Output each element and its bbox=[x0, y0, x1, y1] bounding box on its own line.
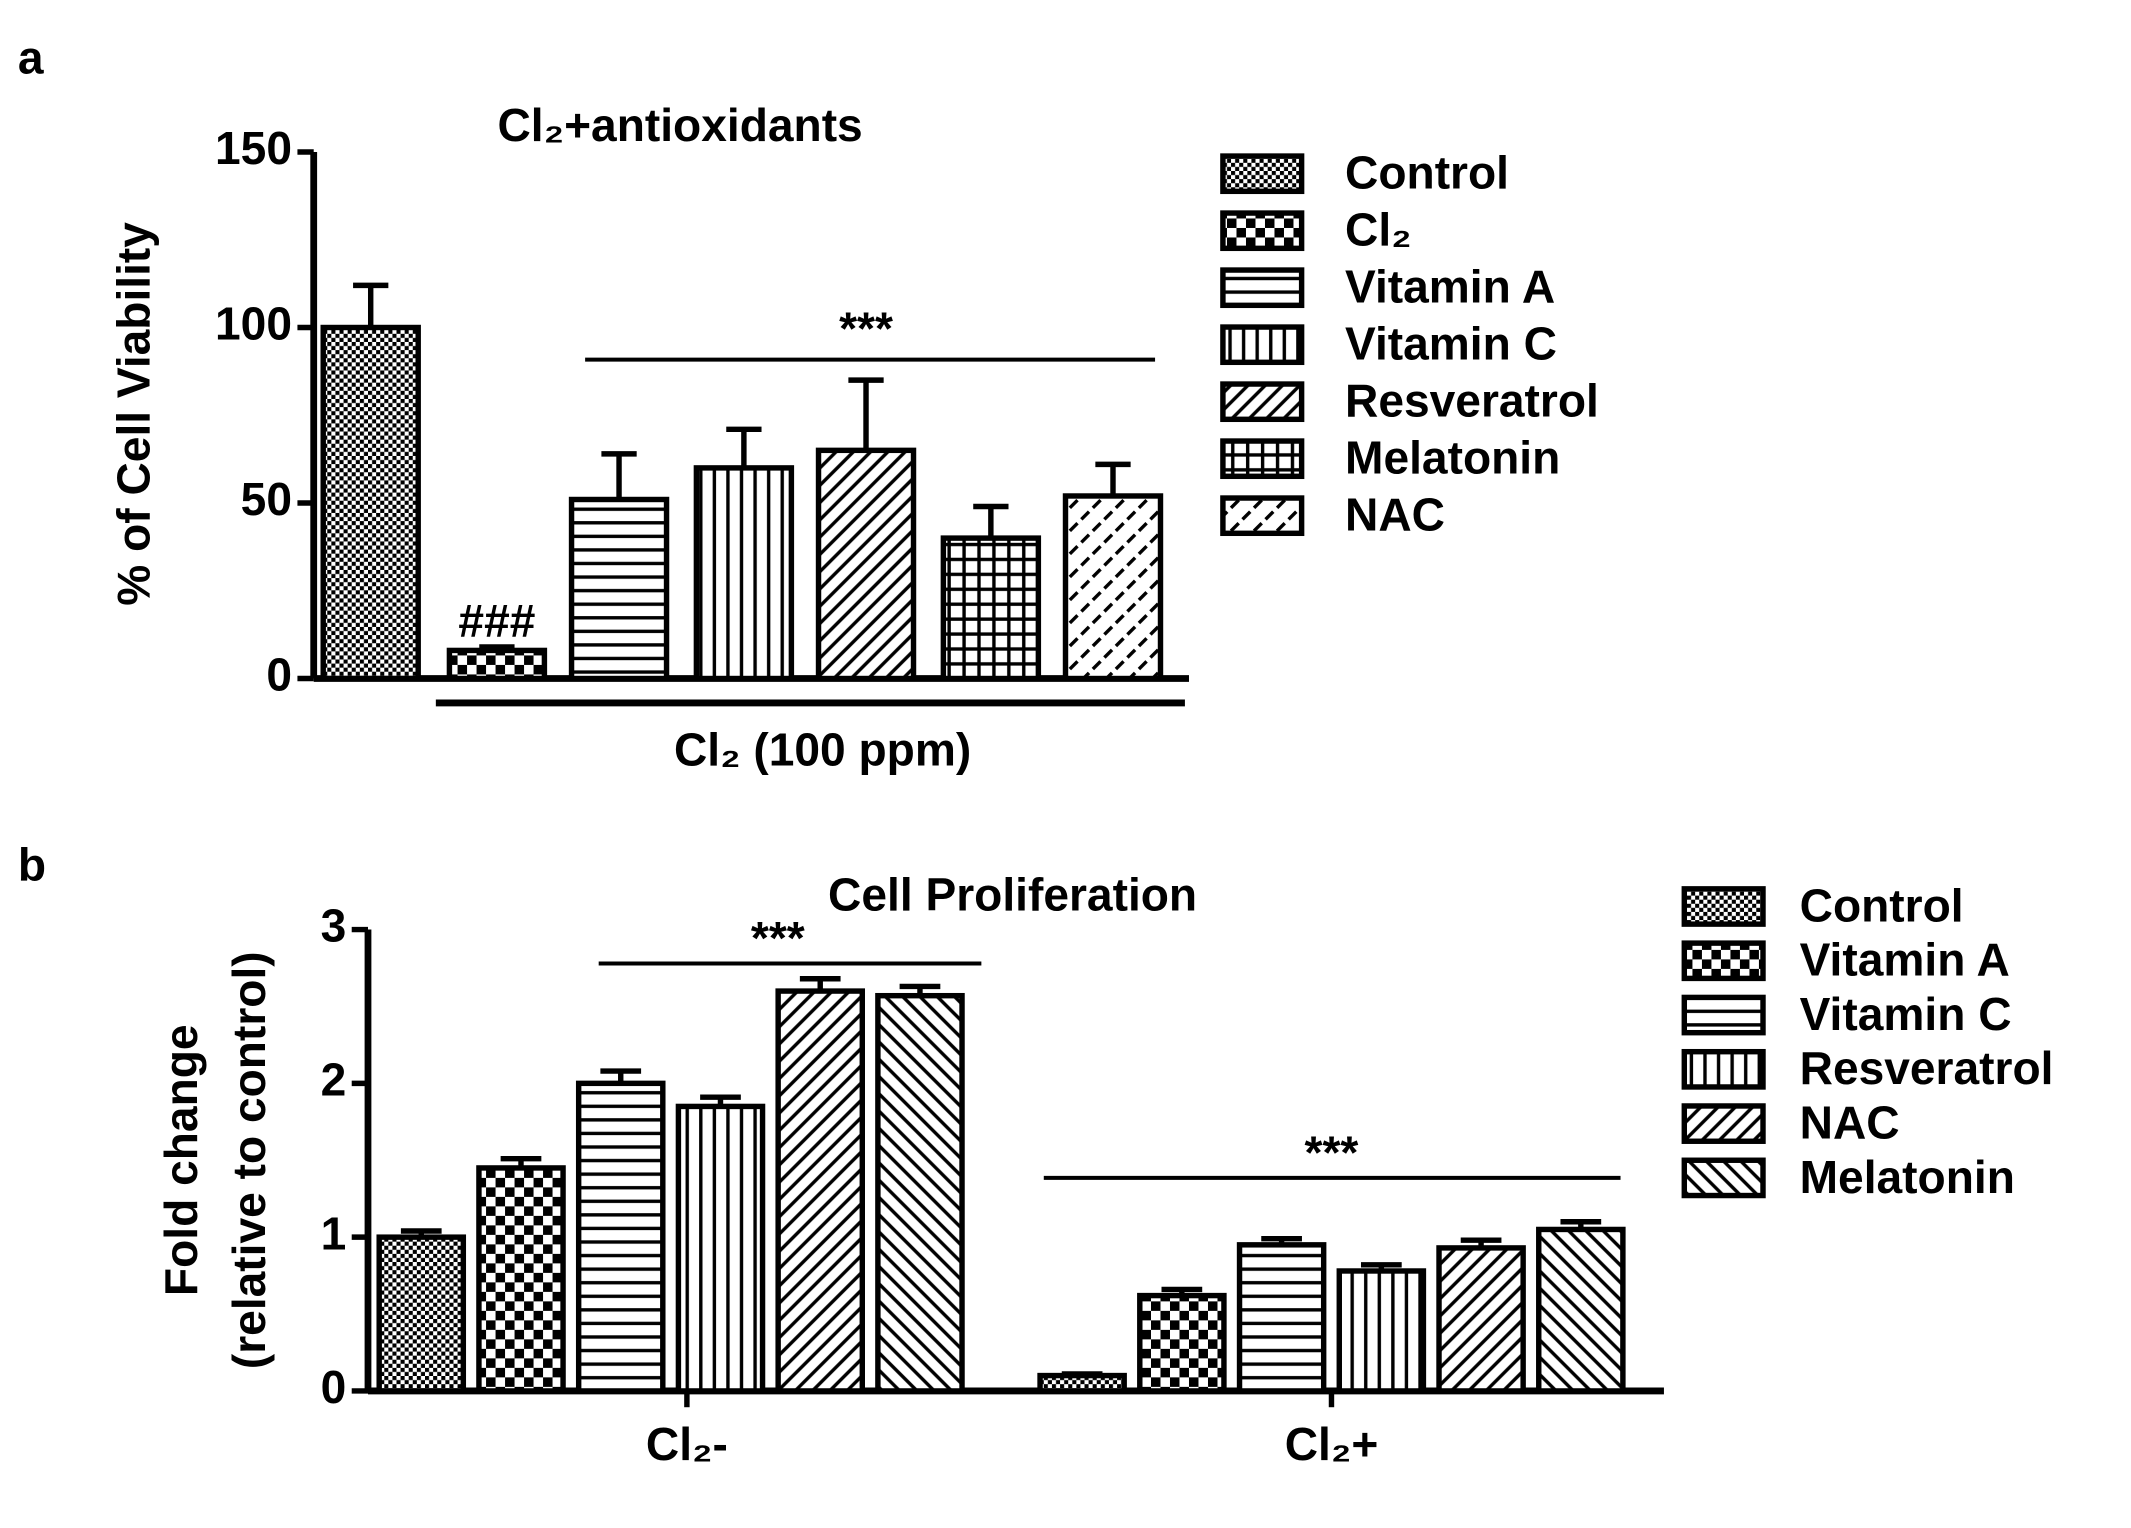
bar bbox=[1037, 1372, 1127, 1394]
bar bbox=[476, 1165, 566, 1394]
error-bar bbox=[601, 451, 637, 500]
legend-swatch bbox=[1681, 1157, 1766, 1199]
y-tick-label: 2 bbox=[321, 1054, 347, 1106]
error-bar bbox=[1560, 1219, 1602, 1230]
error-bar bbox=[353, 282, 389, 328]
legend-label: Control bbox=[1345, 147, 1509, 199]
bar bbox=[875, 992, 965, 1394]
error-bar bbox=[799, 976, 841, 992]
error-bar bbox=[899, 983, 941, 996]
bar bbox=[675, 1103, 766, 1394]
error-bar bbox=[973, 503, 1009, 539]
bar bbox=[575, 1080, 666, 1394]
y-axis-label: (relative to control) bbox=[223, 951, 275, 1369]
legend-swatch bbox=[1220, 381, 1305, 423]
legend-label: Vitamin C bbox=[1800, 988, 2012, 1040]
y-tick-label: 150 bbox=[215, 122, 292, 174]
legend-label: NAC bbox=[1345, 489, 1445, 541]
y-tick-label: 50 bbox=[241, 473, 292, 525]
bar bbox=[693, 465, 795, 682]
bar bbox=[1236, 1242, 1327, 1394]
bar bbox=[446, 647, 548, 682]
bar bbox=[1436, 1245, 1526, 1394]
error-bar bbox=[1061, 1371, 1103, 1377]
error-bar bbox=[1360, 1262, 1402, 1271]
x-axis-label: Cl₂ (100 ppm) bbox=[674, 723, 971, 775]
y-tick-label: 0 bbox=[321, 1361, 347, 1413]
legend-swatch bbox=[1220, 495, 1305, 537]
panel-label: a bbox=[18, 31, 44, 83]
error-bar bbox=[600, 1068, 642, 1084]
error-bar bbox=[479, 644, 515, 651]
y-tick-label: 0 bbox=[266, 649, 292, 701]
annotation: *** bbox=[839, 303, 893, 355]
error-bar bbox=[726, 426, 762, 468]
bar bbox=[815, 447, 917, 682]
legend-swatch bbox=[1220, 324, 1305, 366]
y-axis-label: % of Cell Viability bbox=[107, 222, 159, 606]
y-tick-label: 3 bbox=[321, 900, 347, 952]
error-bar bbox=[1161, 1286, 1203, 1296]
legend-swatch bbox=[1681, 1103, 1766, 1144]
annotation: ### bbox=[458, 594, 535, 646]
legend-swatch bbox=[1220, 153, 1305, 195]
bar bbox=[1536, 1226, 1626, 1394]
bar bbox=[775, 988, 866, 1394]
legend-label: Vitamin A bbox=[1800, 934, 2010, 986]
bar bbox=[1062, 493, 1164, 682]
legend-label: Cl₂ bbox=[1345, 204, 1412, 256]
bar bbox=[940, 535, 1042, 682]
error-bar bbox=[848, 377, 884, 451]
y-axis-label: Fold change bbox=[155, 1024, 207, 1296]
bar bbox=[568, 496, 670, 682]
legend-swatch bbox=[1220, 267, 1305, 309]
legend-swatch bbox=[1681, 886, 1766, 927]
bar bbox=[1137, 1292, 1227, 1394]
y-tick-label: 100 bbox=[215, 298, 292, 350]
panel-label: b bbox=[18, 839, 46, 891]
error-bar bbox=[1460, 1237, 1502, 1248]
legend-swatch bbox=[1220, 210, 1305, 252]
bar bbox=[1336, 1268, 1427, 1394]
chart-title: Cl₂+antioxidants bbox=[497, 99, 862, 151]
annotation: *** bbox=[751, 912, 805, 964]
x-tick-label: Cl₂+ bbox=[1285, 1418, 1379, 1470]
legend-swatch bbox=[1220, 438, 1305, 480]
y-tick-label: 1 bbox=[321, 1207, 347, 1259]
legend-label: Resveratrol bbox=[1345, 375, 1599, 427]
legend-label: Vitamin C bbox=[1345, 318, 1557, 370]
legend-swatch bbox=[1681, 1048, 1766, 1090]
error-bar bbox=[700, 1094, 741, 1107]
bar bbox=[376, 1234, 467, 1394]
x-tick-label: Cl₂- bbox=[646, 1418, 728, 1470]
legend-label: Vitamin A bbox=[1345, 261, 1555, 313]
error-bar bbox=[1095, 461, 1131, 496]
legend-swatch bbox=[1681, 940, 1766, 982]
legend-label: NAC bbox=[1800, 1097, 1900, 1149]
legend-label: Melatonin bbox=[1800, 1151, 2015, 1203]
error-bar bbox=[1261, 1235, 1302, 1245]
annotation: *** bbox=[1305, 1126, 1359, 1178]
error-bar bbox=[500, 1155, 542, 1168]
legend-label: Resveratrol bbox=[1800, 1042, 2054, 1094]
error-bar bbox=[400, 1228, 442, 1238]
bar bbox=[320, 324, 421, 682]
legend-swatch bbox=[1681, 994, 1766, 1036]
legend-label: Melatonin bbox=[1345, 432, 1560, 484]
chart-title: Cell Proliferation bbox=[828, 869, 1197, 921]
legend-label: Control bbox=[1800, 879, 1964, 931]
